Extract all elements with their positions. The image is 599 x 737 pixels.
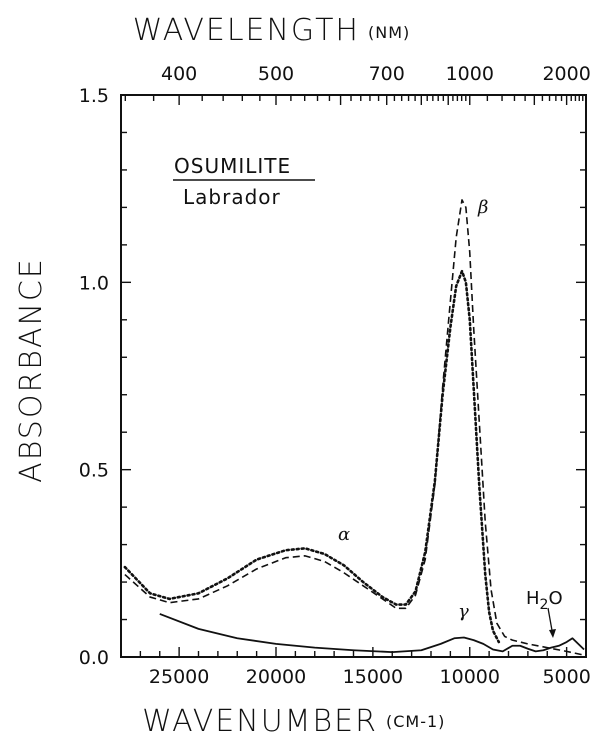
y-tick-label: 0.0: [79, 647, 109, 669]
x-tick-label: 25000: [149, 666, 209, 688]
top-tick-label: 2000: [542, 63, 590, 85]
top-axis-unit: (NM): [368, 23, 410, 42]
annotation-beta: β: [477, 197, 488, 218]
top-tick-label: 700: [369, 63, 405, 85]
h2o-arrowhead: [549, 629, 556, 638]
top-tick-label: 1000: [446, 63, 494, 85]
bottom-axis-title: WAVENUMBER: [142, 704, 378, 737]
y-tick-label: 0.5: [79, 460, 109, 482]
tick-labels-layer: 25000 20000 15000 10000 5000 400 500 700 1000 200…: [79, 63, 591, 688]
ticks-layer: [120, 94, 587, 658]
annotation-gamma: γ: [458, 601, 469, 622]
y-tick-label: 1.0: [79, 272, 109, 294]
top-tick-label: 500: [258, 63, 294, 85]
x-tick-label: 5000: [542, 666, 590, 688]
top-tick-label: 400: [161, 63, 197, 85]
series-line-dashed: [124, 199, 585, 656]
x-tick-label: 10000: [440, 666, 500, 688]
top-axis-title: WAVELENGTH: [133, 13, 360, 48]
panel-subtitle: Labrador: [183, 185, 281, 209]
bottom-axis-unit: (CM-1): [386, 712, 445, 731]
y-axis-title: ABSORBANCE: [14, 257, 49, 483]
annotation-h2o: H2O: [526, 588, 563, 613]
annotation-alpha: α: [338, 524, 350, 545]
series-line-solid: [159, 613, 585, 654]
y-tick-label: 1.5: [79, 85, 109, 107]
panel-title: OSUMILITE: [174, 154, 291, 178]
series-layer: [123, 199, 585, 656]
x-tick-label: 20000: [246, 666, 306, 688]
series-line-dotted: [123, 269, 501, 644]
x-tick-label: 15000: [343, 666, 403, 688]
